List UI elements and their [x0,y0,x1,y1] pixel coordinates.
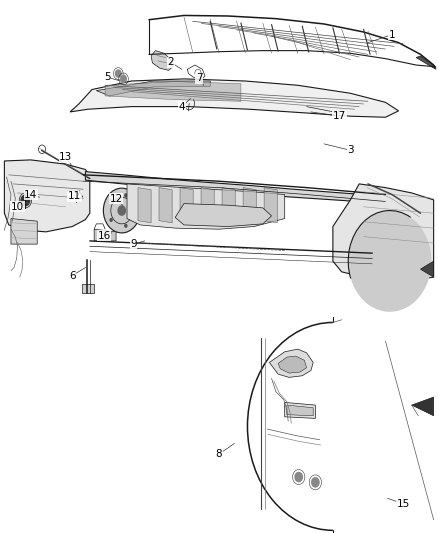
Polygon shape [412,397,434,416]
Polygon shape [180,188,193,223]
Circle shape [124,224,127,228]
Circle shape [117,205,126,216]
Polygon shape [70,79,399,117]
Polygon shape [416,56,436,69]
Text: 13: 13 [59,152,72,162]
Circle shape [133,208,137,213]
Text: 1: 1 [389,30,396,39]
Text: 7: 7 [196,74,203,83]
Polygon shape [159,188,172,223]
Polygon shape [222,188,235,223]
Text: 14: 14 [24,190,37,199]
Circle shape [21,195,30,206]
Polygon shape [11,219,37,244]
Polygon shape [269,349,313,377]
Text: 11: 11 [68,191,81,201]
Text: 16: 16 [98,231,111,240]
Circle shape [110,218,113,222]
Text: 4: 4 [178,102,185,111]
Text: 17: 17 [333,111,346,121]
Polygon shape [420,261,434,277]
Polygon shape [4,160,90,232]
Circle shape [348,211,431,312]
Polygon shape [105,82,241,101]
Polygon shape [201,188,214,223]
Polygon shape [243,188,256,223]
Polygon shape [333,184,434,281]
Circle shape [124,193,127,197]
Polygon shape [127,184,285,229]
Text: 6: 6 [69,271,76,280]
Text: 2: 2 [167,58,174,67]
Polygon shape [94,229,116,241]
Polygon shape [85,172,385,204]
Polygon shape [287,405,313,416]
Polygon shape [285,402,315,418]
Text: 3: 3 [347,146,354,155]
Circle shape [110,199,113,203]
Text: 5: 5 [104,72,111,82]
Circle shape [115,69,122,78]
Text: 12: 12 [110,194,123,204]
Text: 8: 8 [215,449,223,459]
Text: 15: 15 [396,499,410,508]
Circle shape [294,472,303,482]
Polygon shape [175,204,272,227]
Text: 10: 10 [11,202,24,212]
Polygon shape [82,284,94,293]
Circle shape [103,188,140,233]
Polygon shape [264,188,277,223]
Circle shape [311,477,320,488]
Polygon shape [151,51,173,70]
Polygon shape [96,81,210,96]
Text: 9: 9 [130,239,137,249]
Circle shape [120,75,127,83]
Polygon shape [278,356,307,373]
Polygon shape [138,188,151,223]
